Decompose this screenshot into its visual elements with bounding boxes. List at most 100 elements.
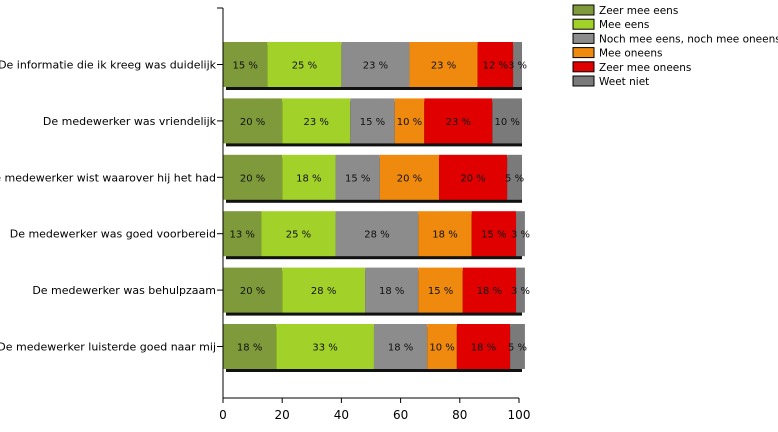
segment-label: 15 %	[428, 286, 453, 297]
segment-label: 3 %	[511, 286, 530, 297]
bar-segment	[418, 211, 472, 257]
legend: Zeer mee eens Mee eens Noch mee eens, noch…	[572, 4, 778, 88]
bar-segment	[379, 154, 440, 200]
legend-swatch	[572, 75, 595, 87]
segment-label: 18 %	[471, 343, 496, 354]
bar-segment	[282, 267, 366, 313]
bar-segment	[492, 98, 522, 144]
bar-segment	[276, 324, 374, 369]
segment-label: 33 %	[312, 343, 337, 354]
segment-label: 23 %	[431, 61, 456, 72]
x-tick-label: 100	[508, 408, 531, 422]
legend-label: Zeer mee eens	[599, 5, 678, 17]
segment-label: 5 %	[505, 173, 524, 184]
bar-segment	[261, 211, 336, 257]
segment-label: 18 %	[477, 286, 502, 297]
segment-label: 20 %	[240, 173, 265, 184]
x-tick-label: 80	[452, 408, 467, 422]
bar-segment	[282, 154, 336, 200]
segment-label: 23 %	[446, 117, 471, 128]
category-label: De medewerker was goed voorbereid	[10, 228, 216, 241]
bar-segment	[223, 211, 262, 257]
category-label: De informatie die ik kreeg was duidelijk	[0, 59, 217, 72]
bar-segment	[373, 324, 428, 369]
bar-segment	[335, 154, 380, 200]
x-tick-label: 40	[334, 408, 349, 422]
bar-segment	[223, 98, 283, 144]
bar-segment	[462, 267, 517, 313]
bar-segment	[335, 211, 419, 257]
segment-label: 18 %	[379, 286, 404, 297]
bar-segment	[516, 267, 525, 313]
legend-swatch	[572, 47, 595, 59]
bar-segment	[456, 324, 511, 369]
segment-label: 18 %	[432, 230, 457, 241]
x-tick-label: 60	[393, 408, 408, 422]
bar-segment	[510, 324, 525, 369]
bar-segment	[513, 42, 522, 87]
bar-segment	[409, 42, 478, 87]
segment-label: 13 %	[230, 230, 255, 241]
bar-segment	[507, 154, 522, 200]
segment-label: 25 %	[292, 61, 317, 72]
segment-label: 20 %	[397, 173, 422, 184]
x-tick-label: 0	[219, 408, 227, 422]
legend-swatch	[572, 4, 595, 16]
segment-label: 20 %	[240, 117, 265, 128]
segment-label: 10 %	[429, 343, 454, 354]
bar-segment	[477, 42, 514, 87]
segment-label: 25 %	[286, 230, 311, 241]
segment-label: 12 %	[483, 61, 508, 72]
legend-swatch	[572, 32, 595, 44]
segment-label: 18 %	[388, 343, 413, 354]
segment-label: 10 %	[397, 117, 422, 128]
bar-segment	[365, 267, 419, 313]
segment-label: 28 %	[311, 286, 336, 297]
bar-segment	[394, 98, 425, 144]
segment-label: 5 %	[508, 343, 527, 354]
segment-label: 18 %	[237, 343, 262, 354]
bar-segment	[350, 98, 395, 144]
bar-segment	[471, 211, 517, 257]
legend-swatch	[572, 18, 595, 30]
bar-segment	[282, 98, 351, 144]
category-label: De medewerker wist waarover hij het had	[0, 171, 216, 184]
segment-label: 28 %	[364, 230, 389, 241]
bar-segment	[418, 267, 463, 313]
category-label: De medewerker was behulpzaam	[32, 284, 216, 297]
segment-label: 10 %	[494, 117, 519, 128]
bar-segment	[223, 267, 283, 313]
segment-label: 23 %	[363, 61, 388, 72]
legend-swatch	[572, 61, 595, 73]
segment-label: 3 %	[511, 230, 530, 241]
category-label: De medewerker luisterde goed naar mij	[0, 341, 216, 354]
bar-segment	[341, 42, 410, 87]
segment-label: 15 %	[345, 173, 370, 184]
bar-segment	[223, 154, 283, 200]
category-label: De medewerker was vriendelijk	[43, 115, 217, 128]
bar-segment	[223, 42, 268, 87]
bars-group: 15 % 25 % 23 % 23 % 12 % 3 %20 % 23 % 15 % 10 % 2…	[223, 42, 530, 372]
legend-label: Noch mee eens, noch mee oneens	[599, 33, 778, 45]
legend-label: Zeer mee oneens	[599, 62, 691, 74]
segment-label: 15 %	[232, 61, 257, 72]
segment-label: 15 %	[360, 117, 385, 128]
legend-label: Mee eens	[599, 19, 649, 31]
bar-segment	[424, 98, 493, 144]
bar-segment	[427, 324, 457, 369]
legend-label: Weet niet	[599, 76, 649, 88]
segment-label: 15 %	[481, 230, 506, 241]
segment-label: 20 %	[460, 173, 485, 184]
bar-segment	[439, 154, 508, 200]
segment-label: 3 %	[508, 61, 527, 72]
segment-label: 23 %	[304, 117, 329, 128]
segment-label: 20 %	[240, 286, 265, 297]
axes-group: De informatie die ik kreeg was duidelijk…	[0, 7, 531, 422]
bar-segment	[516, 211, 525, 257]
bar-segment	[267, 42, 342, 87]
x-tick-label: 20	[275, 408, 290, 422]
legend-label: Mee oneens	[599, 48, 662, 60]
segment-label: 18 %	[296, 173, 321, 184]
bar-segment	[223, 324, 277, 369]
